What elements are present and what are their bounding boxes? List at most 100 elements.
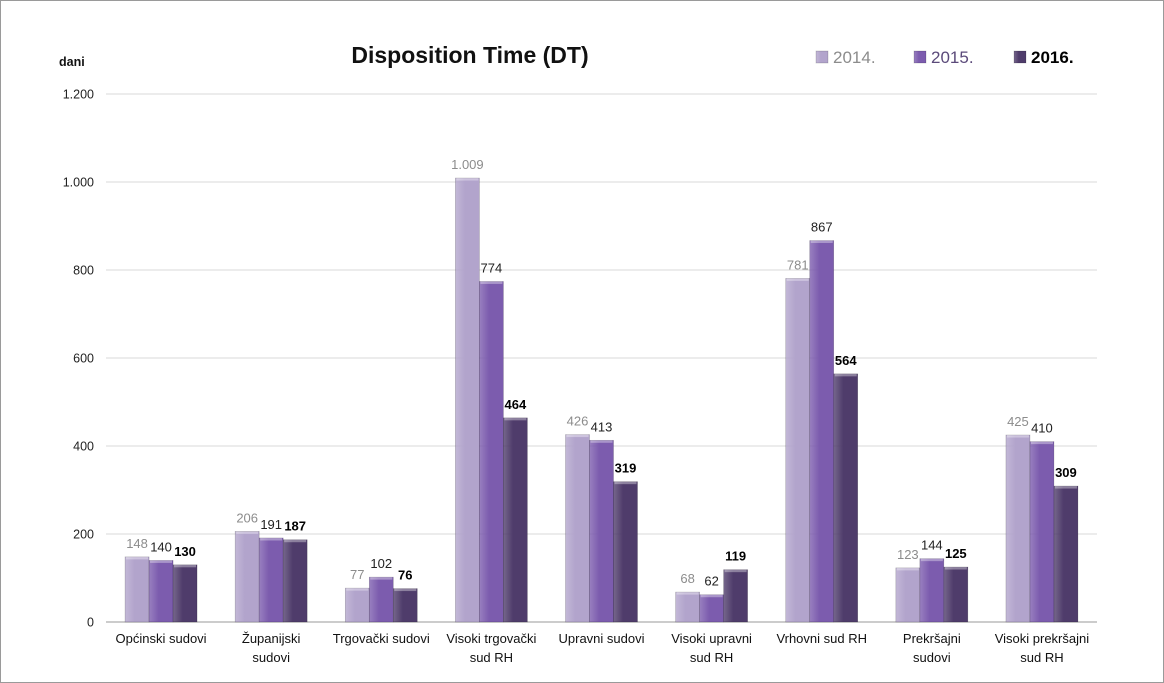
category-label: Prekršajni xyxy=(903,631,961,646)
bar-highlight xyxy=(676,592,699,595)
bar-2014-5 xyxy=(675,591,700,623)
data-label: 119 xyxy=(725,549,746,564)
bar-2016-0 xyxy=(172,564,198,623)
y-tick-label: 1.000 xyxy=(63,176,94,190)
y-axis-ticks: 0 200 400 600 800 1.000 1.200 xyxy=(63,88,94,630)
data-label: 564 xyxy=(835,353,857,368)
bar-2014-4 xyxy=(565,434,590,623)
y-tick-label: 800 xyxy=(73,264,94,278)
bar-highlight xyxy=(590,440,613,443)
bar-2014-2 xyxy=(344,587,370,623)
bar-2016-3 xyxy=(503,417,528,623)
bar-2016-8 xyxy=(1053,485,1079,623)
bar-highlight xyxy=(920,558,943,562)
bar-2016-7 xyxy=(943,566,969,623)
y-tick-label: 0 xyxy=(87,616,94,630)
data-label: 309 xyxy=(1055,465,1077,480)
bar-highlight xyxy=(1006,435,1029,438)
data-label: 464 xyxy=(505,397,527,412)
bar-2014-7 xyxy=(895,567,921,623)
data-label: 206 xyxy=(236,510,258,525)
category-label: Visoki trgovački xyxy=(446,631,536,646)
legend-swatch xyxy=(1013,50,1027,64)
bar-highlight xyxy=(944,567,967,570)
bar-highlight xyxy=(126,556,149,560)
data-label: 62 xyxy=(704,574,718,589)
category-label: Županijski xyxy=(242,631,301,646)
data-label: 413 xyxy=(591,419,613,434)
data-label: 426 xyxy=(567,414,589,429)
bar-highlight xyxy=(786,278,809,281)
bar-2016-1 xyxy=(282,539,308,623)
data-label: 77 xyxy=(350,567,364,582)
category-label: Visoki upravni xyxy=(671,631,752,646)
data-label: 68 xyxy=(680,571,694,586)
data-label: 144 xyxy=(921,538,943,553)
data-label: 187 xyxy=(284,519,306,534)
bar-highlight xyxy=(260,537,283,541)
bar-highlight xyxy=(346,588,369,591)
bar-2014-8 xyxy=(1005,434,1031,623)
data-label: 425 xyxy=(1007,414,1029,429)
bar-2014-3 xyxy=(455,177,480,623)
data-label: 1.009 xyxy=(451,157,484,172)
bar-2016-6 xyxy=(833,373,859,623)
bar-highlight xyxy=(724,569,747,573)
data-label: 410 xyxy=(1031,421,1053,436)
bar-highlight xyxy=(284,539,307,543)
category-label: Upravni sudovi xyxy=(559,631,645,646)
bar-2016-2 xyxy=(392,588,418,623)
y-axis-label: dani xyxy=(59,55,85,69)
bar-2015-0 xyxy=(148,560,174,623)
bar-2015-5 xyxy=(699,594,724,623)
category-label: Trgovački sudovi xyxy=(333,631,430,646)
bar-highlight xyxy=(896,567,919,571)
x-axis-categories: Općinski sudovi Županijski sudovi Trgovački… xyxy=(116,631,1090,665)
y-tick-label: 1.200 xyxy=(63,88,94,102)
data-label: 76 xyxy=(398,568,412,583)
y-tick-label: 200 xyxy=(73,528,94,542)
bar-highlight xyxy=(614,481,637,485)
data-label: 123 xyxy=(897,547,919,562)
bar-2015-7 xyxy=(919,558,945,623)
bar-highlight xyxy=(394,588,417,592)
category-label: sud RH xyxy=(690,650,733,665)
data-label: 774 xyxy=(481,260,503,275)
category-label: sud RH xyxy=(1020,650,1063,665)
data-label: 867 xyxy=(811,220,833,235)
bar-2016-4 xyxy=(613,481,638,623)
bar-highlight xyxy=(700,594,723,598)
category-label: Visoki prekršajni xyxy=(995,631,1090,646)
y-tick-label: 600 xyxy=(73,352,94,366)
data-label: 781 xyxy=(787,257,809,272)
data-label: 102 xyxy=(370,556,392,571)
bar-2015-2 xyxy=(368,576,394,623)
category-label: sudovi xyxy=(913,650,951,665)
legend-label: 2015. xyxy=(931,48,974,67)
bar-2014-1 xyxy=(234,531,260,623)
bar-highlight xyxy=(1054,486,1077,489)
bar-highlight xyxy=(566,434,589,438)
bars xyxy=(124,177,1079,623)
bar-highlight xyxy=(174,564,197,568)
bar-highlight xyxy=(504,417,527,421)
bar-highlight xyxy=(370,577,393,580)
bar-2015-1 xyxy=(258,537,284,623)
category-label: sudovi xyxy=(252,650,290,665)
bar-highlight xyxy=(456,178,479,181)
y-tick-label: 400 xyxy=(73,440,94,454)
legend-label: 2016. xyxy=(1031,48,1074,67)
data-label: 148 xyxy=(126,536,148,551)
bar-highlight xyxy=(480,281,503,284)
bar-2015-6 xyxy=(809,240,835,623)
legend-swatch xyxy=(913,50,927,64)
bar-highlight xyxy=(236,531,259,534)
category-label: Općinski sudovi xyxy=(116,631,207,646)
data-label: 125 xyxy=(945,546,967,561)
bar-highlight xyxy=(810,240,833,244)
bar-2015-8 xyxy=(1029,441,1055,623)
bar-highlight xyxy=(150,560,173,563)
chart-title: Disposition Time (DT) xyxy=(351,42,588,68)
